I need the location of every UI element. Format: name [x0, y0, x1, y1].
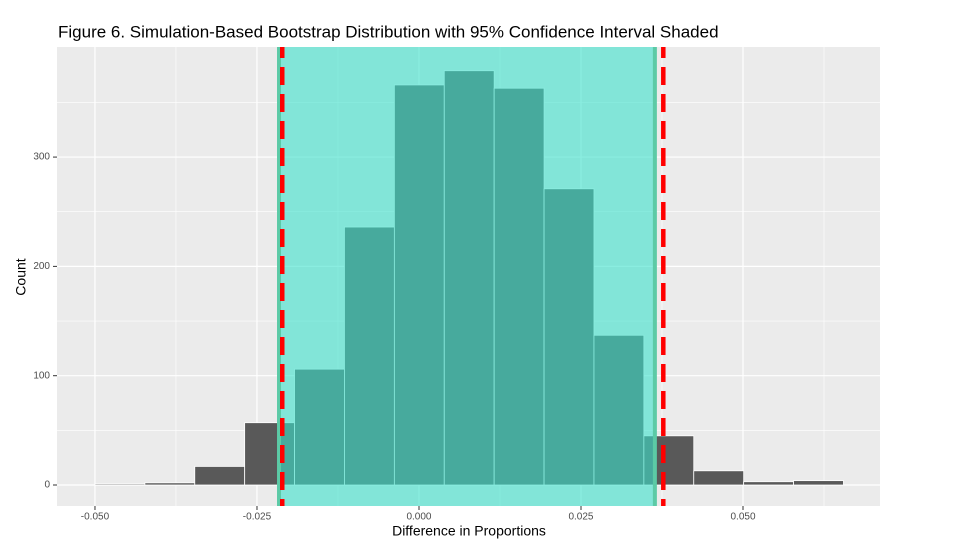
chart-title: Figure 6. Simulation-Based Bootstrap Dis… [58, 22, 719, 41]
bar [194, 466, 246, 486]
x-tick-label: -0.025 [243, 512, 272, 523]
y-tick-label: 200 [33, 261, 50, 272]
y-axis-label: Count [13, 258, 29, 295]
x-tick-label: 0.050 [730, 512, 755, 523]
y-tick-label: 0 [44, 480, 50, 491]
bar [144, 482, 196, 486]
bar [693, 470, 745, 486]
bar [94, 483, 146, 486]
x-tick-label: -0.050 [81, 512, 110, 523]
x-axis-label: Difference in Proportions [392, 523, 546, 539]
x-tick-label: 0.025 [568, 512, 593, 523]
bar [793, 480, 844, 486]
x-tick-label: 0.000 [406, 512, 431, 523]
y-tick-label: 300 [33, 152, 50, 163]
ci-shade [279, 47, 655, 506]
y-tick-label: 100 [33, 370, 50, 381]
bar [743, 481, 794, 486]
